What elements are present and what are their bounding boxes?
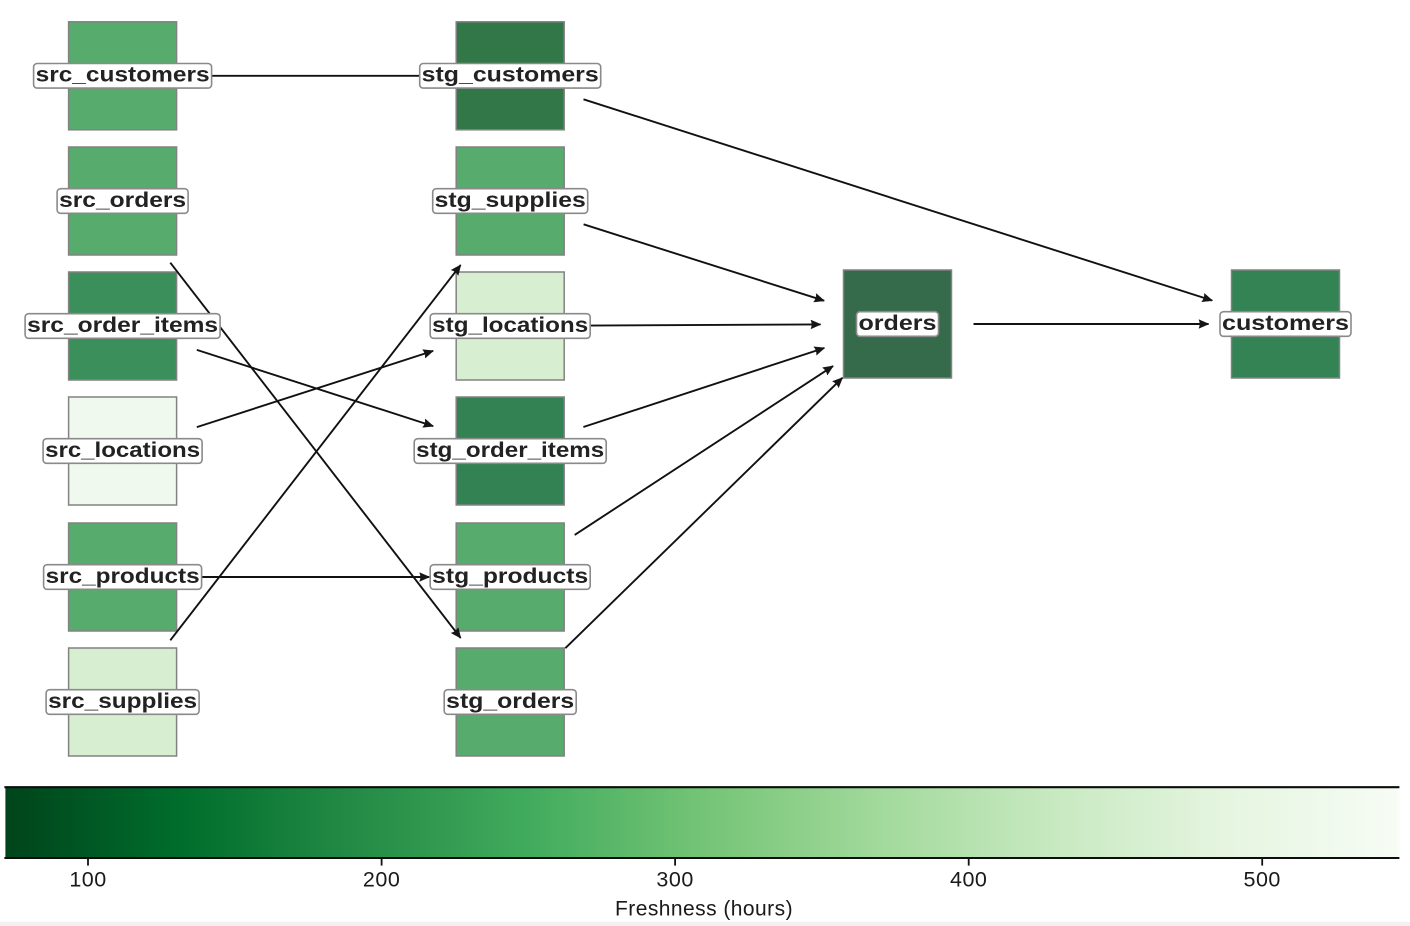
svg-text:src_locations: src_locations	[45, 439, 200, 462]
svg-text:200: 200	[363, 868, 400, 892]
svg-text:stg_customers: stg_customers	[422, 64, 599, 87]
svg-text:customers: customers	[1222, 312, 1349, 335]
svg-text:src_products: src_products	[46, 565, 200, 588]
svg-text:Freshness (hours): Freshness (hours)	[615, 898, 793, 921]
svg-text:300: 300	[656, 868, 693, 892]
svg-text:100: 100	[69, 868, 106, 892]
svg-text:stg_products: stg_products	[432, 565, 588, 588]
svg-text:500: 500	[1244, 868, 1281, 892]
svg-text:stg_supplies: stg_supplies	[435, 189, 586, 212]
svg-text:src_supplies: src_supplies	[48, 690, 197, 713]
svg-text:src_orders: src_orders	[59, 189, 186, 212]
svg-text:src_customers: src_customers	[36, 64, 210, 87]
svg-text:stg_locations: stg_locations	[432, 314, 588, 337]
svg-text:400: 400	[950, 868, 987, 892]
svg-text:stg_order_items: stg_order_items	[416, 439, 604, 462]
svg-text:src_order_items: src_order_items	[27, 314, 218, 337]
svg-text:orders: orders	[859, 312, 937, 335]
svg-text:stg_orders: stg_orders	[446, 690, 574, 713]
